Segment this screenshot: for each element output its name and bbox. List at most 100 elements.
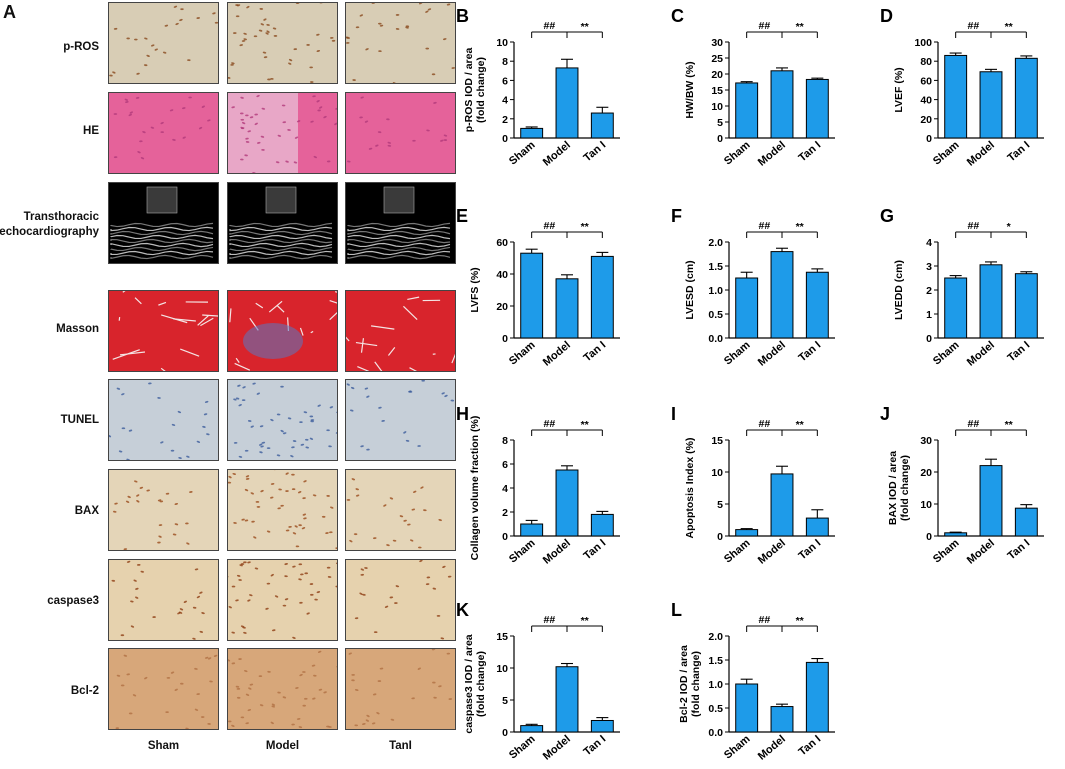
chart-c-category-label: Model [756, 139, 788, 169]
chart-e-sig-right: ** [581, 221, 590, 233]
panel-letter-f: F [671, 206, 682, 226]
chart-i-category-label: Tan I [797, 537, 824, 562]
chart-i-category-label: Model [756, 537, 788, 567]
chart-l-tick-label: 0.5 [708, 703, 723, 715]
chart-e-sig-left: ## [543, 220, 555, 232]
micrograph-tunel-sham [108, 379, 219, 461]
chart-c-tick-label: 25 [711, 53, 723, 65]
chart-b-y-label: p-ROS IOD / area [463, 48, 475, 133]
chart-e-tick-label: 0 [502, 333, 508, 345]
chart-g-y-label: LVEDD (cm) [893, 260, 905, 320]
chart-l-sig-right: ** [796, 615, 805, 627]
panel-a-letter: A [3, 2, 16, 23]
chart-f-bar [806, 272, 828, 338]
chart-b-bar [556, 68, 578, 138]
chart-e-bar [521, 253, 543, 338]
chart-k-tick-label: 0 [502, 727, 508, 739]
chart-f-tick-label: 0.0 [708, 333, 723, 345]
chart-g-category-label: Model [965, 339, 997, 369]
chart-l-category-label: Model [756, 733, 788, 763]
micrograph-bcl2-sham [108, 648, 219, 730]
chart-j-category-label: Model [965, 537, 997, 567]
chart-c-bar [771, 71, 793, 138]
chart-c-tick-label: 15 [711, 85, 723, 97]
chart-d-sig-left: ## [967, 20, 979, 32]
chart-k-category-label: Model [541, 733, 573, 763]
chart-f-y-label: LVESD (cm) [684, 260, 696, 319]
chart-e-tick-label: 20 [496, 301, 508, 313]
panel-letter-h: H [456, 404, 469, 424]
chart-j-sig-left: ## [967, 418, 979, 430]
micrograph-he-sham [108, 92, 219, 174]
panel-letter-d: D [880, 6, 893, 26]
chart-f-category-label: Sham [722, 339, 753, 368]
chart-j-y-label: BAX IOD / area [887, 451, 899, 525]
chart-e-tick-label: 60 [496, 237, 508, 249]
chart-d-tick-label: 80 [920, 56, 932, 68]
chart-e-category-label: Sham [507, 339, 538, 368]
chart-b-tick-label: 4 [502, 95, 508, 107]
row-label-echo: Transthoracic echocardiography [0, 210, 99, 240]
micrograph-he-model [227, 92, 338, 174]
chart-g-tick-label: 1 [926, 309, 932, 321]
chart-c-sig-left: ## [758, 20, 770, 32]
chart-f-tick-label: 1.5 [708, 261, 723, 273]
chart-j-y-label: (fold change) [899, 455, 911, 521]
chart-b-category-label: Tan I [582, 139, 609, 164]
chart-h-tick-label: 6 [502, 459, 508, 471]
chart-g-bar [980, 265, 1002, 338]
chart-b-tick-label: 10 [496, 37, 508, 49]
chart-l-sig-left: ## [758, 614, 770, 626]
chart-b-tick-label: 0 [502, 133, 508, 145]
column-label-tani: TanI [345, 740, 456, 752]
chart-i-sig-left: ## [758, 418, 770, 430]
chart-c-bar [736, 83, 758, 138]
chart-d-sig-right: ** [1005, 21, 1014, 33]
micrograph-caspase3-sham [108, 559, 219, 641]
chart-g-tick-label: 2 [926, 285, 932, 297]
chart-c-tick-label: 20 [711, 69, 723, 81]
chart-e-category-label: Tan I [582, 339, 609, 364]
chart-f-bar [771, 252, 793, 338]
chart-j-tick-label: 10 [920, 499, 932, 511]
chart-k-category-label: Tan I [582, 733, 609, 758]
panel-letter-c: C [671, 6, 684, 26]
chart-k-tick-label: 15 [496, 631, 508, 643]
chart-j-tick-label: 0 [926, 531, 932, 543]
chart-b-tick-label: 8 [502, 56, 508, 68]
chart-e-tick-label: 40 [496, 269, 508, 281]
chart-e-category-label: Model [541, 339, 573, 369]
chart-c-tick-label: 10 [711, 101, 723, 113]
chart-c-tick-label: 5 [717, 117, 723, 129]
chart-d-tick-label: 0 [926, 133, 932, 145]
chart-i-category-label: Sham [722, 537, 753, 566]
chart-b-sig-right: ** [581, 21, 590, 33]
column-label-sham: Sham [108, 740, 219, 752]
chart-d-tick-label: 60 [920, 75, 932, 87]
chart-h-sig-left: ## [543, 418, 555, 430]
chart-k-category-label: Sham [507, 733, 538, 762]
chart-i-tick-label: 5 [717, 499, 723, 511]
chart-j-category-label: Tan I [1006, 537, 1033, 562]
chart-i-tick-label: 0 [717, 531, 723, 543]
chart-h-bar [591, 514, 613, 536]
chart-b-category-label: Sham [507, 139, 538, 168]
chart-b-tick-label: 6 [502, 75, 508, 87]
chart-i-bar [771, 474, 793, 536]
chart-k-bar [591, 720, 613, 732]
chart-f-bar [736, 278, 758, 338]
chart-c-tick-label: 0 [717, 133, 723, 145]
chart-j-bar [945, 533, 967, 536]
micrograph-bcl2-model [227, 648, 338, 730]
chart-k-tick-label: 5 [502, 695, 508, 707]
chart-f-tick-label: 2.0 [708, 237, 723, 249]
